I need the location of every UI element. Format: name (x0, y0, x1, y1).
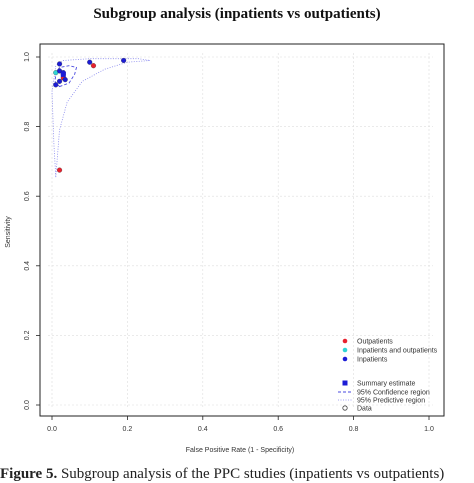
point-inpatients-5 (87, 59, 93, 65)
legend-marker-outpatients (342, 338, 348, 344)
legend-label-outpatients: Outpatients (357, 339, 393, 346)
y-tick-label-5: 1.0 (24, 52, 31, 62)
figure-caption-label: Figure 5. (0, 466, 58, 482)
legend-marker-summary-estimate (342, 380, 348, 386)
predictive-region (51, 58, 151, 178)
legend-marker-inpatients (342, 356, 348, 362)
points-layer (53, 57, 127, 173)
x-axis-label: False Positive Rate (1 - Specificity) (186, 447, 295, 454)
y-tick-label-2: 0.4 (24, 261, 31, 271)
x-tick-label-1: 0.2 (123, 426, 133, 433)
x-tick-label-2: 0.4 (198, 426, 208, 433)
page-title: Subgroup analysis (inpatients vs outpati… (93, 6, 381, 22)
point-inpatients-7 (56, 78, 63, 84)
legend-label-confidence-region: 95% Confidence region (357, 390, 430, 397)
axes-layer: 0.0 0.2 0.4 0.6 0.8 1.0 0.0 0.2 0.4 0.6 0.8 1.0 (24, 52, 434, 433)
y-tick-label-3: 0.6 (24, 191, 31, 201)
point-inpatients-4 (62, 77, 68, 83)
confidence-region (54, 65, 78, 88)
x-tick-label-0: 0.0 (47, 426, 57, 433)
figure-caption-text: Subgroup analysis of the PPC studies (in… (60, 466, 445, 482)
legend-label-summary-estimate: Summary estimate (357, 381, 415, 388)
x-tick-label-5: 1.0 (424, 426, 434, 433)
y-tick-label-4: 0.8 (24, 122, 31, 132)
x-tick-label-4: 0.8 (349, 426, 359, 433)
legend: Outpatients Inpatients and outpatients I… (338, 339, 438, 413)
point-outpatients-2 (90, 63, 97, 69)
legend-label-predictive-region: 95% Predictive region (357, 398, 425, 405)
figure-caption: Figure 5. Subgroup analysis of the PPC s… (0, 466, 474, 483)
summary-estimate-marker (60, 71, 66, 77)
legend-label-inpatients: Inpatients (357, 357, 388, 364)
grid-layer (48, 53, 433, 409)
legend-label-inpatients-and-outpatients: Inpatients and outpatients (357, 348, 438, 355)
point-outpatients-0 (56, 167, 63, 173)
point-inpatients-6 (121, 57, 127, 64)
y-tick-label-1: 0.2 (24, 330, 31, 340)
plot-frame (39, 43, 445, 417)
y-axis-label: Sensitivity (5, 216, 12, 248)
point-inpatients-1 (53, 82, 59, 88)
x-tick-label-3: 0.6 (273, 426, 283, 433)
legend-label-data: Data (357, 406, 372, 413)
legend-marker-data (342, 405, 348, 411)
chart-svg: 0.0 0.2 0.4 0.6 0.8 1.0 0.0 0.2 0.4 0.6 0.8 1.0 Fal… (5, 43, 445, 454)
region-layer (51, 58, 151, 178)
point-inpatients-0 (56, 61, 63, 67)
y-tick-label-0: 0.0 (24, 400, 31, 410)
legend-marker-inpatients-and-outpatients (342, 347, 348, 353)
